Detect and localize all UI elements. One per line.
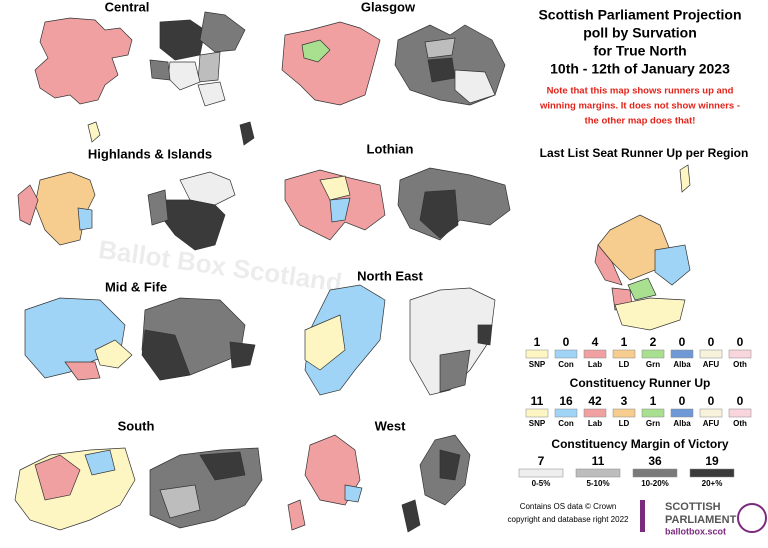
count: 1 (534, 335, 541, 349)
swatch (632, 468, 678, 478)
title: poll by Survation (583, 25, 697, 41)
region-label: South (118, 418, 155, 433)
party-label: AFU (703, 360, 720, 369)
logo-url: ballotbox.scot (665, 526, 726, 536)
region-label: Lothian (367, 141, 414, 156)
count: 0 (737, 394, 744, 408)
count: 0 (708, 335, 715, 349)
swatch (554, 408, 578, 418)
count: 2 (650, 335, 657, 349)
swatch (689, 468, 735, 478)
range-label: 0-5% (532, 479, 551, 488)
region-label: Central (105, 0, 150, 14)
swatch (612, 349, 636, 359)
range-label: 20+% (702, 479, 723, 488)
logo-badge (737, 503, 767, 533)
region-maps (14, 11, 691, 533)
swatch (728, 408, 752, 418)
region-label: Mid & Fife (105, 279, 167, 294)
title: 10th - 12th of January 2023 (550, 61, 730, 77)
note: Note that this map shows runners up and (547, 86, 734, 97)
swatch (699, 408, 723, 418)
count: 1 (621, 335, 628, 349)
region-label: Highlands & Islands (88, 146, 212, 161)
swatch (518, 468, 564, 478)
party-label: AFU (703, 419, 720, 428)
count: 3 (621, 394, 628, 408)
footer: Contains OS data © Crown (520, 502, 617, 511)
swatch (699, 349, 723, 359)
swatch (583, 349, 607, 359)
swatch (612, 408, 636, 418)
party-label: Con (558, 419, 574, 428)
count: 0 (563, 335, 570, 349)
party-label: SNP (529, 419, 546, 428)
logo-bar (640, 500, 645, 532)
range-label: 5-10% (586, 479, 609, 488)
count: 42 (588, 394, 602, 408)
title: Scottish Parliament Projection (538, 7, 741, 23)
logo-text: SCOTTISH (665, 501, 721, 513)
count: 0 (679, 335, 686, 349)
party-label: Con (558, 360, 574, 369)
count: 11 (592, 454, 605, 468)
section-title: Last List Seat Runner Up per Region (540, 146, 749, 160)
count: 1 (650, 394, 657, 408)
swatch (525, 349, 549, 359)
swatch (641, 408, 665, 418)
logo-text: PARLIAMENT (665, 514, 737, 526)
count: 16 (559, 394, 573, 408)
swatch (641, 349, 665, 359)
party-label: LD (619, 419, 630, 428)
section-title: Constituency Runner Up (570, 376, 711, 390)
note: the other map does that! (585, 116, 696, 127)
count: 4 (592, 335, 599, 349)
region-label: North East (357, 268, 423, 283)
title: for True North (593, 43, 686, 59)
count: 0 (737, 335, 744, 349)
range-label: 10-20% (641, 479, 669, 488)
party-label: Lab (588, 360, 602, 369)
note: winning margins. It does not show winner… (539, 101, 740, 112)
swatch (670, 408, 694, 418)
party-label: Alba (673, 360, 691, 369)
party-label: Alba (673, 419, 691, 428)
swatch (525, 408, 549, 418)
swatch (728, 349, 752, 359)
count: 19 (705, 454, 719, 468)
swatch (575, 468, 621, 478)
party-label: LD (619, 360, 630, 369)
party-label: Oth (733, 360, 747, 369)
count: 0 (708, 394, 715, 408)
party-label: Grn (646, 360, 660, 369)
party-label: Lab (588, 419, 602, 428)
count: 7 (538, 454, 545, 468)
region-label: Glasgow (361, 0, 416, 14)
party-label: SNP (529, 360, 546, 369)
region-label: West (375, 418, 406, 433)
count: 11 (531, 394, 544, 408)
swatch (583, 408, 607, 418)
count: 0 (679, 394, 686, 408)
footer: copyright and database right 2022 (508, 515, 630, 524)
swatch (554, 349, 578, 359)
party-label: Oth (733, 419, 747, 428)
section-title: Constituency Margin of Victory (551, 437, 728, 451)
party-label: Grn (646, 419, 660, 428)
swatch (670, 349, 694, 359)
count: 36 (648, 454, 662, 468)
